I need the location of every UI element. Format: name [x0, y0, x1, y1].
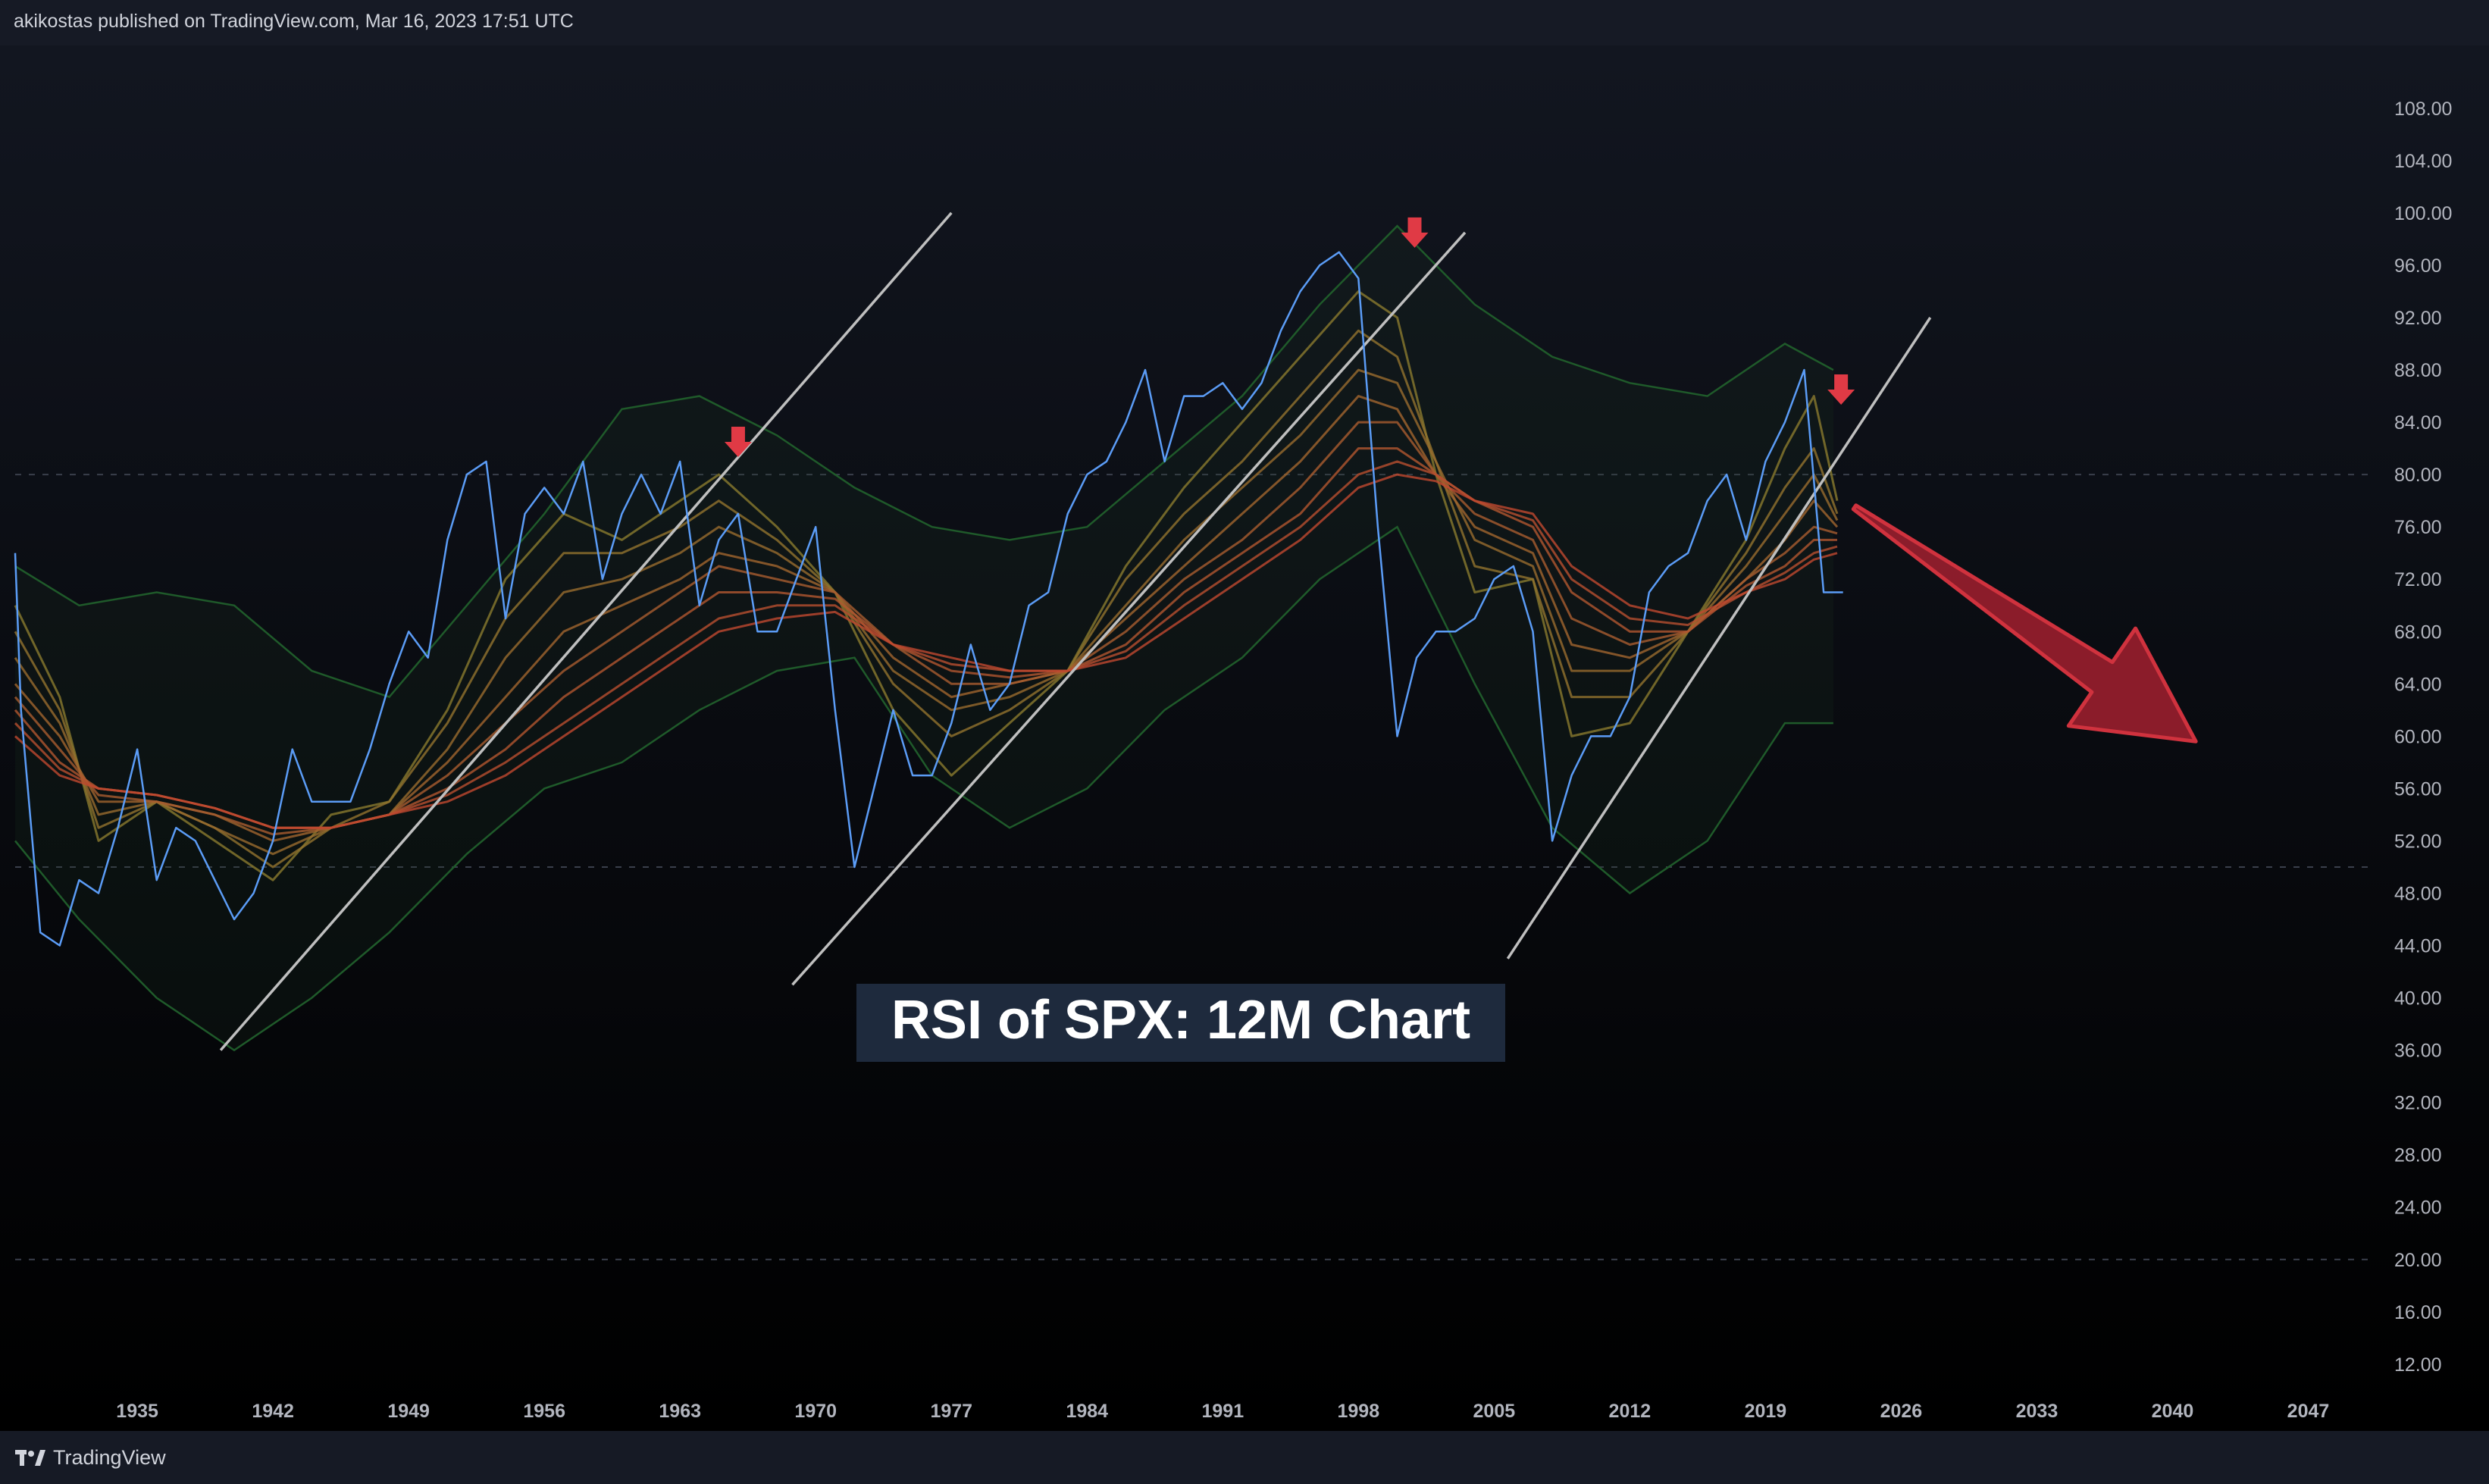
y-tick-label: 28.00: [2394, 1145, 2442, 1166]
ribbon-3-line: [14, 368, 1839, 856]
y-tick-label: 60.00: [2394, 726, 2442, 747]
y-tick-label: 108.00: [2394, 99, 2452, 120]
tradingview-logo-icon: [15, 1449, 45, 1466]
y-tick-label: 100.00: [2394, 203, 2452, 224]
x-tick-label: 2019: [1745, 1401, 1787, 1422]
y-tick-label: 16.00: [2394, 1302, 2442, 1323]
y-tick-label: 96.00: [2394, 255, 2442, 277]
x-tick-label: 1935: [116, 1401, 158, 1422]
y-tick-label: 76.00: [2394, 517, 2442, 538]
y-tick-label: 80.00: [2394, 465, 2442, 486]
x-tick-label: 2005: [1473, 1401, 1516, 1422]
x-tick-label: 1984: [1066, 1401, 1108, 1422]
trendline-3[interactable]: [1506, 317, 1932, 960]
ribbon-2-line: [14, 329, 1839, 869]
tradingview-brand[interactable]: TradingView: [15, 1446, 166, 1470]
x-tick-label: 2012: [1609, 1401, 1652, 1422]
x-tick-label: 2033: [2016, 1401, 2059, 1422]
x-tick-label: 1942: [252, 1401, 294, 1422]
bearish-projection-arrow[interactable]: [1851, 503, 2198, 744]
arrow-marker-3[interactable]: [1827, 374, 1855, 405]
y-tick-label: 20.00: [2394, 1250, 2442, 1271]
ribbon-1-line: [14, 290, 1839, 881]
y-tick-label: 84.00: [2394, 412, 2442, 434]
y-tick-label: 52.00: [2394, 831, 2442, 852]
y-tick-label: 72.00: [2394, 569, 2442, 590]
y-tick-label: 88.00: [2394, 360, 2442, 381]
y-tick-label: 68.00: [2394, 621, 2442, 643]
y-tick-label: 56.00: [2394, 778, 2442, 800]
x-tick-label: 2040: [2152, 1401, 2194, 1422]
x-tick-label: 2026: [1880, 1401, 1923, 1422]
trendline-1[interactable]: [219, 211, 953, 1051]
band-fill: [15, 226, 1833, 1050]
x-tick-label: 1977: [930, 1401, 972, 1422]
published-text: akikostas published on TradingView.com, …: [14, 11, 574, 32]
x-tick-label: 1998: [1338, 1401, 1380, 1422]
y-tick-label: 44.00: [2394, 936, 2442, 957]
y-tick-label: 48.00: [2394, 883, 2442, 904]
rsi-line: [14, 251, 1843, 947]
trendline-2[interactable]: [791, 231, 1467, 986]
chart-title-box: [856, 984, 1505, 1062]
y-tick-label: 104.00: [2394, 151, 2452, 172]
y-tick-label: 64.00: [2394, 674, 2442, 695]
y-tick-label: 32.00: [2394, 1093, 2442, 1114]
y-tick-label: 12.00: [2394, 1354, 2442, 1376]
x-tick-label: 1963: [659, 1401, 701, 1422]
upper-band-line: [14, 224, 1834, 699]
x-tick-label: 1970: [794, 1401, 837, 1422]
arrow-marker-2[interactable]: [1401, 217, 1429, 248]
ribbon-8-line: [14, 473, 1838, 829]
x-tick-label: 1991: [1201, 1401, 1244, 1422]
plot-background: [0, 45, 2489, 1431]
chart-title: RSI of SPX: 12M Chart: [891, 990, 1470, 1050]
x-tick-label: 1956: [523, 1401, 565, 1422]
x-tick-label: 1949: [387, 1401, 430, 1422]
y-tick-label: 92.00: [2394, 308, 2442, 329]
arrow-marker-1[interactable]: [724, 426, 752, 457]
y-tick-label: 36.00: [2394, 1041, 2442, 1062]
publish-bar: akikostas published on TradingView.com, …: [0, 0, 2489, 45]
tradingview-brand-text: TradingView: [53, 1446, 166, 1469]
x-tick-label: 2047: [2287, 1401, 2330, 1422]
y-tick-label: 40.00: [2394, 988, 2442, 1010]
footer-bar: TradingView: [0, 1431, 2489, 1484]
y-tick-label: 24.00: [2394, 1198, 2442, 1219]
